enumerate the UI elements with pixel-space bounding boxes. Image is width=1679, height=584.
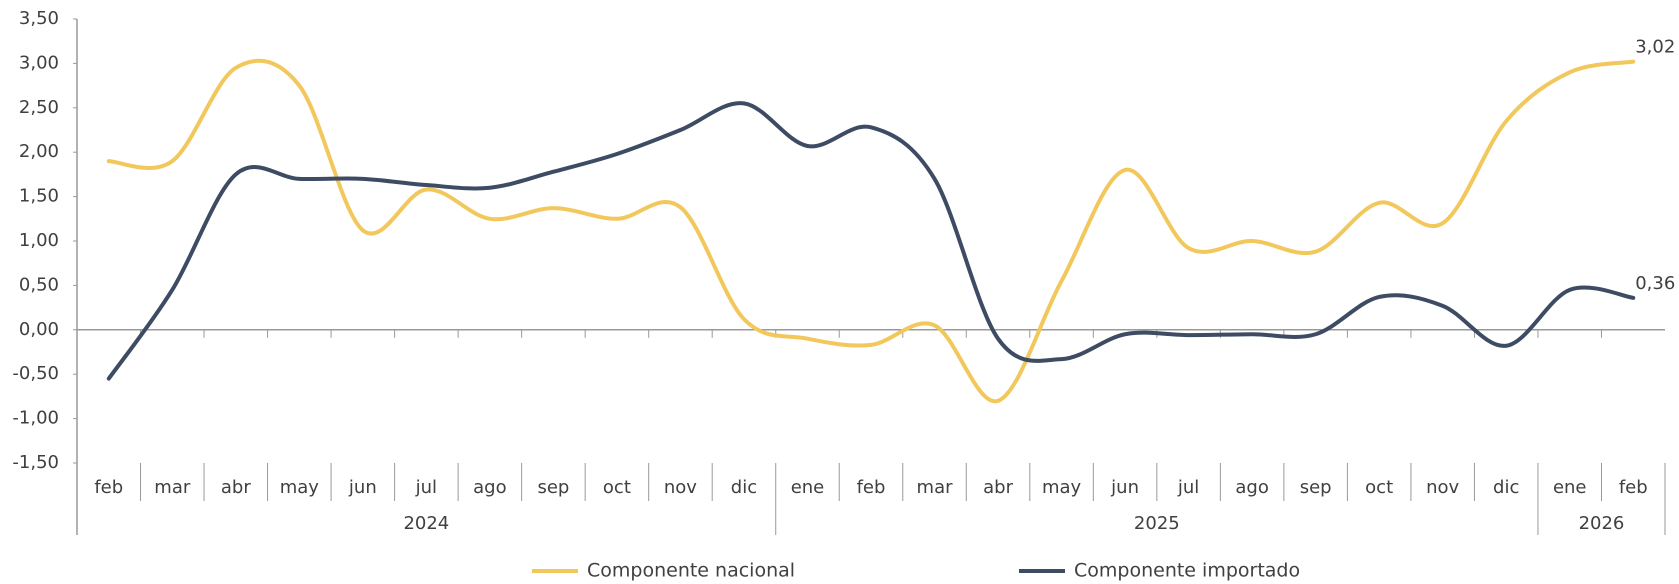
- x-tick-label: may: [280, 477, 320, 498]
- x-tick-label: dic: [1493, 477, 1519, 498]
- y-tick-label: 3,00: [19, 52, 59, 73]
- x-tick-label: mar: [154, 477, 191, 498]
- x-tick-label: ago: [473, 477, 506, 498]
- year-label: 2024: [403, 513, 449, 534]
- x-tick-label: oct: [603, 477, 631, 498]
- y-tick-label: -1,00: [12, 408, 59, 429]
- y-tick-label: 1,00: [19, 230, 59, 251]
- y-tick-label: 2,00: [19, 141, 59, 162]
- series-line: [106, 101, 1636, 381]
- x-tick-label: sep: [537, 477, 569, 498]
- legend-label: Componente importado: [1074, 560, 1300, 582]
- x-tick-label: jul: [1177, 477, 1199, 498]
- x-tick-label: jun: [1110, 477, 1139, 498]
- x-tick-label: ene: [791, 477, 825, 498]
- y-tick-label: -1,50: [12, 452, 59, 473]
- series-line: [106, 58, 1636, 404]
- x-tick-label: feb: [94, 477, 123, 498]
- x-tick-label: mar: [917, 477, 954, 498]
- x-tick-label: nov: [664, 477, 697, 498]
- legend-label: Componente nacional: [587, 560, 795, 582]
- x-tick-label: feb: [1619, 477, 1648, 498]
- data-label: 3,02: [1635, 37, 1675, 58]
- x-tick-label: abr: [221, 477, 251, 498]
- x-tick-label: jul: [415, 477, 437, 498]
- y-tick-label: 0,00: [19, 319, 59, 340]
- x-tick-label: nov: [1426, 477, 1459, 498]
- x-tick-label: feb: [857, 477, 886, 498]
- year-label: 2026: [1579, 513, 1625, 534]
- x-tick-label: ene: [1553, 477, 1587, 498]
- x-tick-label: sep: [1300, 477, 1332, 498]
- y-tick-label: -0,50: [12, 363, 59, 384]
- x-tick-label: abr: [983, 477, 1013, 498]
- x-tick-label: dic: [731, 477, 757, 498]
- y-tick-label: 3,50: [19, 8, 59, 29]
- data-label: 0,36: [1635, 273, 1675, 294]
- x-tick-label: oct: [1365, 477, 1393, 498]
- year-label: 2025: [1134, 513, 1180, 534]
- x-tick-label: jun: [348, 477, 377, 498]
- y-tick-label: 2,50: [19, 97, 59, 118]
- x-tick-label: ago: [1235, 477, 1268, 498]
- y-tick-label: 0,50: [19, 274, 59, 295]
- y-tick-label: 1,50: [19, 186, 59, 207]
- x-tick-label: may: [1042, 477, 1082, 498]
